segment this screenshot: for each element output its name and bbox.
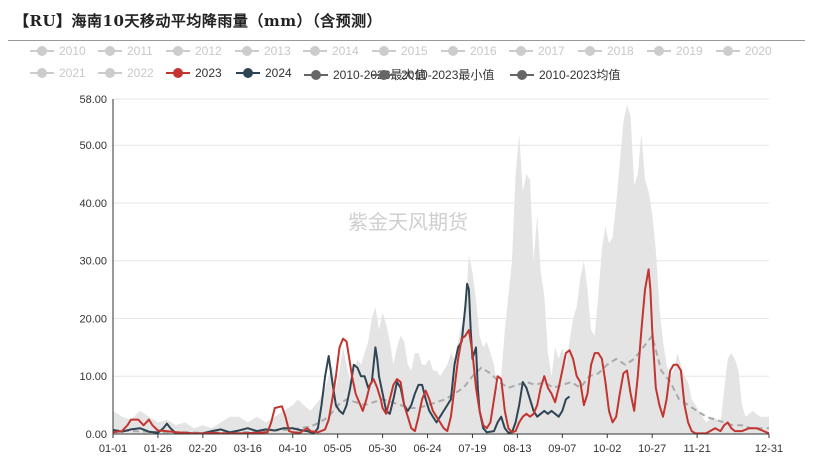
series-2010-2023-mean bbox=[112, 333, 769, 434]
x-tick-label: 06-24 bbox=[413, 443, 441, 455]
series-2010-2023-max-band bbox=[113, 104, 769, 435]
legend-label: 2022 bbox=[127, 66, 154, 80]
x-tick-label: 08-13 bbox=[503, 443, 531, 455]
legend-item-2012[interactable]: 2012 bbox=[166, 44, 222, 58]
legend-label: 2015 bbox=[401, 44, 428, 58]
legend-item-2024[interactable]: 2024 bbox=[236, 66, 292, 80]
watermark: 紫金天风期货 bbox=[348, 210, 468, 234]
legend-item-2011[interactable]: 2011 bbox=[98, 44, 153, 58]
legend-label: 2016 bbox=[470, 44, 497, 58]
legend-label: 2010-2023均值 bbox=[539, 68, 621, 82]
legend-label: 2010-2023最小值 bbox=[401, 68, 495, 82]
legend-marker-icon bbox=[441, 45, 465, 57]
legend-label: 2019 bbox=[676, 44, 703, 58]
legend-item-2010[interactable]: 2010 bbox=[30, 44, 86, 58]
legend-label: 2013 bbox=[264, 44, 291, 58]
x-tick-label: 05-30 bbox=[369, 443, 397, 455]
legend-label: 2023 bbox=[195, 66, 222, 80]
y-tick-label: 10.00 bbox=[79, 371, 107, 383]
legend-item-2013[interactable]: 2013 bbox=[235, 44, 291, 58]
legend-item-2017[interactable]: 2017 bbox=[509, 44, 565, 58]
title-divider bbox=[8, 40, 805, 41]
x-tick-label: 09-07 bbox=[548, 443, 576, 455]
axes: 0.00 10.00 20.00 30.00 40.00 50.00 58.00 01-01 0… bbox=[79, 94, 783, 455]
legend-item-2010-2023均值[interactable]: 2010-2023均值 bbox=[510, 66, 620, 83]
legend-label: 2020 bbox=[745, 44, 772, 58]
y-tick-label: 30.00 bbox=[79, 256, 107, 268]
legend-label: 2021 bbox=[59, 66, 86, 80]
legend-item-2021[interactable]: 2021 bbox=[30, 66, 86, 80]
legend-marker-icon bbox=[304, 69, 328, 81]
x-tick-label: 07-19 bbox=[458, 443, 486, 455]
legend-item-2016[interactable]: 2016 bbox=[441, 44, 497, 58]
legend-marker-icon bbox=[30, 67, 54, 79]
legend-item-2015[interactable]: 2015 bbox=[372, 44, 428, 58]
x-tick-label: 04-10 bbox=[279, 443, 307, 455]
x-tick-label: 01-01 bbox=[99, 443, 127, 455]
x-tick-label: 05-05 bbox=[324, 443, 352, 455]
legend-marker-icon bbox=[509, 45, 533, 57]
legend-marker-icon bbox=[578, 45, 602, 57]
legend-marker-icon bbox=[30, 45, 54, 57]
legend-item-2022[interactable]: 2022 bbox=[98, 66, 154, 80]
legend-item-2023[interactable]: 2023 bbox=[166, 66, 222, 80]
legend-item-2010-2023最小值[interactable]: 2010-2023最小值 bbox=[372, 66, 494, 83]
legend-label: 2012 bbox=[195, 44, 222, 58]
y-tick-label: 50.00 bbox=[79, 140, 107, 152]
chart-title: 【RU】海南10天移动平均降雨量（mm）（含预测） bbox=[14, 12, 383, 30]
legend-label: 2014 bbox=[332, 44, 359, 58]
legend-marker-icon bbox=[647, 45, 671, 57]
legend-item-2020[interactable]: 2020 bbox=[716, 44, 772, 58]
legend-marker-icon bbox=[372, 45, 396, 57]
legend-label: 2024 bbox=[265, 66, 292, 80]
legend-marker-icon bbox=[236, 67, 260, 79]
legend-marker-icon bbox=[98, 67, 122, 79]
x-tick-label: 01-26 bbox=[144, 443, 172, 455]
legend-marker-icon bbox=[372, 69, 396, 81]
legend-item-2019[interactable]: 2019 bbox=[647, 44, 703, 58]
legend-item-2014[interactable]: 2014 bbox=[303, 44, 359, 58]
legend-marker-icon bbox=[235, 45, 259, 57]
y-tick-label: 40.00 bbox=[79, 198, 107, 210]
x-tick-label: 10-02 bbox=[593, 443, 621, 455]
y-tick-label: 0.00 bbox=[86, 429, 107, 441]
legend-marker-icon bbox=[166, 67, 190, 79]
legend-marker-icon bbox=[303, 45, 327, 57]
legend-label: 2010 bbox=[59, 44, 86, 58]
x-tick-label: 11-21 bbox=[683, 443, 710, 455]
legend-marker-icon bbox=[716, 45, 740, 57]
x-tick-label: 03-16 bbox=[234, 443, 262, 455]
legend-marker-icon bbox=[98, 45, 122, 57]
plot-area bbox=[112, 104, 770, 435]
legend-label: 2018 bbox=[607, 44, 634, 58]
legend-marker-icon bbox=[166, 45, 190, 57]
grid-lines bbox=[113, 98, 769, 377]
legend-marker-icon bbox=[510, 69, 534, 81]
legend-label: 2017 bbox=[538, 44, 565, 58]
series-2023 bbox=[112, 268, 770, 435]
y-tick-label: 58.00 bbox=[79, 94, 107, 106]
legend-label: 2011 bbox=[127, 44, 153, 58]
y-tick-label: 20.00 bbox=[79, 313, 107, 325]
x-tick-label: 02-20 bbox=[189, 443, 217, 455]
legend-item-2018[interactable]: 2018 bbox=[578, 44, 634, 58]
x-tick-label: 10-27 bbox=[638, 443, 666, 455]
x-tick-label: 12-31 bbox=[755, 443, 783, 455]
